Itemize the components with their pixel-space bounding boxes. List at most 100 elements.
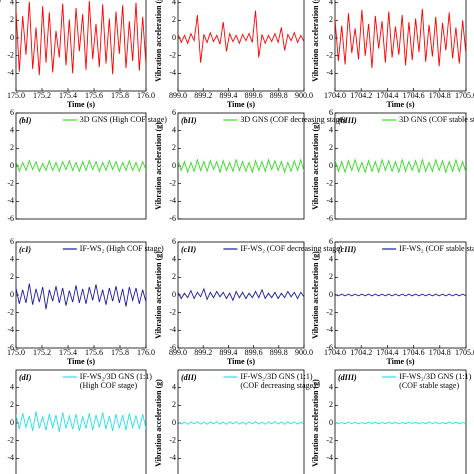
y-tick-label: 0 — [10, 33, 14, 42]
panel-label: (dIII) — [338, 373, 357, 382]
x-tick-label: 1704.8 — [429, 348, 451, 357]
y-tick-label: -4 — [7, 453, 14, 462]
series-group — [178, 287, 304, 302]
y-axis-label: Vibration acceleration (g) — [311, 251, 320, 339]
y-tick-label: 0 — [172, 290, 176, 299]
legend-label: 3D GNS (High COF stage) — [80, 115, 167, 124]
panel-label: (bI) — [19, 116, 32, 125]
y-axis-label: Vibration acceleration (g) — [0, 0, 1, 82]
x-tick-label: 175.2 — [33, 91, 51, 100]
legend-label: IF-WS₂/3D GNS (1:1) — [240, 372, 312, 381]
panel-label: (dII) — [181, 373, 197, 382]
x-tick-label: 899.2 — [194, 91, 212, 100]
y-tick-label: -6 — [169, 214, 176, 223]
signal-line — [335, 421, 466, 425]
y-tick-label: -2 — [326, 307, 333, 316]
x-tick-label: 899.8 — [270, 348, 288, 357]
legend-label: (High COF stage) — [80, 381, 138, 390]
panel: -4 -2 0 2 4 (dI) IF-WS₂/3D GNS (1:1)(High COF … — [7, 369, 152, 474]
y-tick-label: 0 — [10, 418, 14, 427]
x-tick-label: 899.4 — [219, 91, 237, 100]
x-tick-label: 1704.2 — [350, 348, 372, 357]
y-tick-label: -4 — [326, 196, 333, 205]
y-tick-label: -6 — [169, 343, 176, 352]
y-tick-label: 2 — [329, 272, 333, 281]
y-tick-label: 6 — [172, 237, 176, 246]
y-axis-label: Vibration acceleration (g) — [154, 379, 163, 467]
legend-label: 3D GNS (COF stable stage) — [399, 115, 474, 124]
x-tick-label: 175.2 — [33, 348, 51, 357]
x-tick-label: 899.4 — [219, 348, 237, 357]
y-tick-label: -4 — [326, 453, 333, 462]
y-tick-label: 2 — [10, 400, 14, 409]
x-tick-label: 1704.8 — [429, 91, 451, 100]
y-tick-label: -6 — [326, 343, 333, 352]
y-tick-label: -2 — [169, 307, 176, 316]
y-tick-label: 4 — [10, 382, 14, 391]
x-tick-label: 899.6 — [245, 348, 263, 357]
y-tick-label: 0 — [172, 33, 176, 42]
x-axis-label: Time (s) — [67, 100, 95, 109]
y-tick-label: 0 — [10, 161, 14, 170]
y-tick-label: 6 — [329, 108, 333, 117]
y-tick-label: -2 — [169, 178, 176, 187]
y-tick-label: 4 — [10, 254, 14, 263]
signal-line — [16, 0, 146, 76]
x-tick-label: 1704.6 — [403, 91, 425, 100]
legend-label: IF-WS₂ (COF stable stage) — [399, 244, 474, 253]
signal-line — [335, 293, 466, 297]
x-tick-label: 1704.0 — [324, 91, 346, 100]
y-tick-label: 2 — [10, 143, 14, 152]
x-tick-label: 175.8 — [111, 91, 129, 100]
series-group — [178, 10, 304, 63]
y-tick-label: 2 — [172, 400, 176, 409]
x-tick-label: 175.6 — [85, 91, 103, 100]
x-tick-label: 1704.4 — [376, 348, 398, 357]
y-tick-label: 6 — [172, 108, 176, 117]
y-tick-label: 0 — [329, 418, 333, 427]
series-group — [16, 159, 146, 173]
x-tick-label: 899.6 — [245, 91, 263, 100]
y-tick-label: 2 — [329, 143, 333, 152]
y-axis-label: Vibration acceleration (g) — [311, 0, 320, 82]
y-tick-label: 6 — [10, 237, 14, 246]
y-axis-label: Vibration acceleration (g) — [311, 122, 320, 210]
panel-label: (dI) — [19, 373, 32, 382]
signal-line — [16, 159, 146, 173]
x-tick-label: 899.2 — [194, 348, 212, 357]
y-tick-label: -2 — [326, 50, 333, 59]
legend-label: (COF stable stage) — [399, 381, 459, 390]
x-tick-label: 176.0 — [137, 348, 155, 357]
y-tick-label: -2 — [169, 50, 176, 59]
y-tick-label: 0 — [329, 33, 333, 42]
legend-label: 3D GNS (COF decreasing stage) — [240, 115, 346, 124]
x-tick-label: 899.0 — [169, 91, 187, 100]
series-group — [335, 421, 466, 425]
signal-line — [178, 158, 304, 174]
panel: -6 -4 -2 0 2 4 6 175.0 175.2 175.4 175.6 175.8 176.0… — [7, 237, 164, 366]
series-group — [178, 421, 304, 425]
y-tick-label: 0 — [329, 161, 333, 170]
y-tick-label: -4 — [169, 325, 176, 334]
y-tick-label: -4 — [7, 196, 14, 205]
signal-line — [16, 283, 146, 310]
y-tick-label: 2 — [10, 272, 14, 281]
x-tick-label: 899.8 — [270, 91, 288, 100]
y-axis-label: Vibration acceleration (g) — [154, 0, 163, 82]
y-tick-label: -6 — [326, 214, 333, 223]
y-tick-label: -4 — [7, 68, 14, 77]
y-tick-label: 0 — [10, 290, 14, 299]
y-tick-label: -4 — [326, 68, 333, 77]
y-tick-label: -2 — [7, 435, 14, 444]
y-tick-label: 0 — [329, 290, 333, 299]
panel-label: (cIII) — [338, 245, 357, 254]
legend-label: IF-WS₂/3D GNS (1:1) — [80, 372, 152, 381]
y-tick-label: 4 — [329, 0, 333, 7]
x-tick-label: 900.0 — [295, 348, 313, 357]
y-tick-label: 4 — [172, 125, 176, 134]
panel-label: (cI) — [19, 245, 31, 254]
x-tick-label: 175.4 — [59, 91, 77, 100]
series-group — [16, 283, 146, 310]
series-group — [178, 158, 304, 174]
